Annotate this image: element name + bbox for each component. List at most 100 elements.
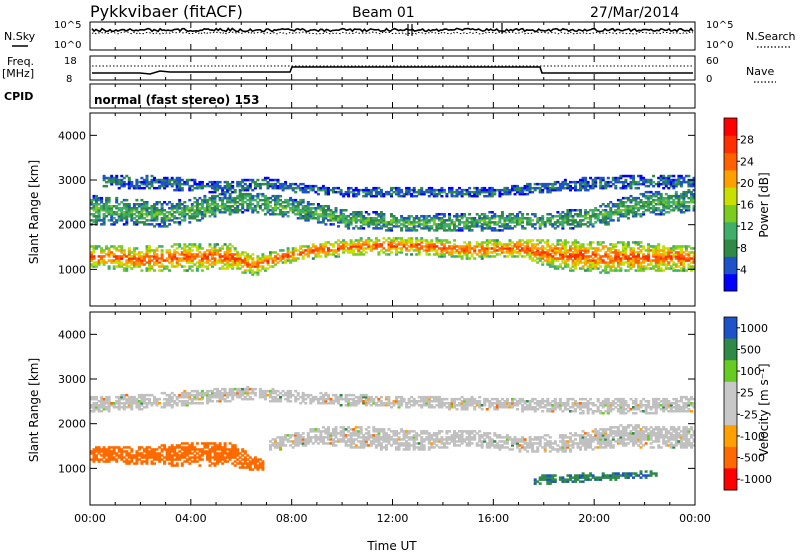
range-gate-cell	[647, 247, 651, 250]
range-gate-cell	[251, 196, 255, 200]
range-gate-cell	[563, 251, 567, 254]
range-gate-cell	[579, 259, 582, 262]
colorbar-tick-label: 16	[740, 199, 754, 212]
range-gate-cell	[576, 221, 580, 224]
range-gate-cell	[216, 184, 219, 188]
range-gate-cell	[553, 215, 557, 218]
range-gate-cell	[649, 245, 653, 248]
range-gate-cell	[448, 190, 451, 194]
range-gate-cell	[475, 188, 479, 192]
range-gate-cell	[400, 237, 404, 240]
range-gate-cell	[183, 207, 187, 210]
range-gate-cell	[410, 215, 414, 218]
range-gate-cell	[221, 450, 225, 453]
range-gate-cell	[390, 245, 393, 248]
range-gate-cell	[667, 198, 671, 202]
freq-panel: Freq. [MHz] 18 8 60 0 Nave	[2, 55, 776, 85]
range-gate-cell	[236, 259, 240, 262]
range-gate-cell	[344, 221, 348, 224]
range-gate-cell	[669, 265, 673, 268]
range-gate-cell	[316, 219, 320, 222]
range-gate-cell	[120, 213, 124, 216]
range-gate-cell	[649, 203, 653, 206]
range-gate-cell	[541, 251, 545, 254]
range-gate-cell	[574, 247, 577, 250]
range-gate-cell	[541, 188, 545, 192]
range-gate-cell	[553, 259, 557, 262]
range-gate-cell	[200, 391, 204, 395]
range-gate-cell	[637, 201, 640, 204]
range-gate-cell	[140, 259, 144, 262]
range-gate-cell	[374, 192, 378, 196]
range-gate-cell	[97, 400, 101, 403]
range-gate-cell	[490, 239, 494, 242]
range-gate-cell	[455, 213, 459, 216]
range-gate-cell	[558, 188, 562, 192]
range-gate-cell	[599, 259, 603, 262]
range-gate-cell	[654, 261, 658, 264]
range-gate-cell	[652, 247, 656, 250]
range-gate-cell	[662, 209, 666, 212]
range-gate-cell	[437, 188, 441, 192]
range-gate-cell	[546, 249, 550, 252]
range-gate-cell	[200, 395, 204, 399]
range-gate-cell	[503, 223, 507, 226]
range-gate-cell	[511, 251, 514, 254]
range-gate-cell	[518, 249, 522, 252]
range-gate-cell	[556, 243, 560, 246]
range-gate-cell	[679, 176, 683, 180]
range-gate-cell	[561, 243, 565, 246]
range-gate-cell	[223, 391, 227, 395]
range-gate-cell	[223, 456, 227, 459]
range-gate-cell	[266, 180, 270, 184]
range-gate-cell	[659, 255, 663, 258]
range-gate-cell	[228, 448, 232, 451]
range-gate-cell	[430, 219, 434, 222]
range-gate-cell	[536, 253, 540, 256]
range-gate-cell	[95, 458, 98, 461]
range-gate-cell	[690, 261, 693, 264]
range-gate-cell	[173, 452, 177, 455]
range-gate-cell	[483, 221, 487, 224]
range-gate-cell	[261, 265, 265, 268]
range-gate-cell	[208, 251, 212, 254]
range-gate-cell	[213, 184, 217, 188]
range-gate-cell	[198, 209, 202, 212]
range-gate-cell	[571, 259, 575, 262]
range-gate-cell	[173, 243, 177, 246]
range-gate-cell	[329, 188, 333, 192]
range-gate-cell	[594, 184, 598, 188]
range-gate-cell	[377, 253, 381, 256]
range-gate-cell	[90, 450, 93, 453]
range-gate-cell	[581, 178, 585, 182]
range-gate-cell	[619, 205, 623, 208]
range-gate-cell	[241, 211, 245, 214]
range-gate-cell	[256, 211, 260, 214]
range-gate-cell	[485, 223, 489, 226]
range-gate-cell	[609, 265, 613, 268]
range-gate-cell	[130, 267, 134, 270]
range-gate-cell	[596, 259, 600, 262]
range-gate-cell	[584, 263, 588, 266]
range-gate-cell	[425, 249, 429, 252]
range-gate-cell	[256, 273, 260, 276]
range-gate-cell	[153, 450, 156, 453]
range-gate-cell	[105, 406, 109, 409]
range-gate-cell	[372, 186, 376, 190]
range-gate-cell	[594, 263, 598, 266]
range-gate-cell	[395, 192, 398, 196]
range-gate-cell	[233, 198, 237, 202]
range-gate-cell	[553, 265, 557, 268]
range-gate-cell	[175, 257, 179, 260]
range-gate-cell	[97, 211, 101, 214]
range-gate-cell	[548, 188, 552, 192]
range-gate-cell	[616, 205, 620, 208]
range-gate-cell	[672, 267, 676, 270]
range-gate-cell	[211, 389, 214, 393]
range-gate-cell	[339, 188, 343, 192]
range-gate-cell	[395, 239, 398, 242]
range-gate-cell	[445, 251, 449, 254]
range-gate-cell	[569, 269, 572, 272]
range-gate-cell	[513, 192, 517, 196]
range-gate-cell	[276, 203, 280, 206]
